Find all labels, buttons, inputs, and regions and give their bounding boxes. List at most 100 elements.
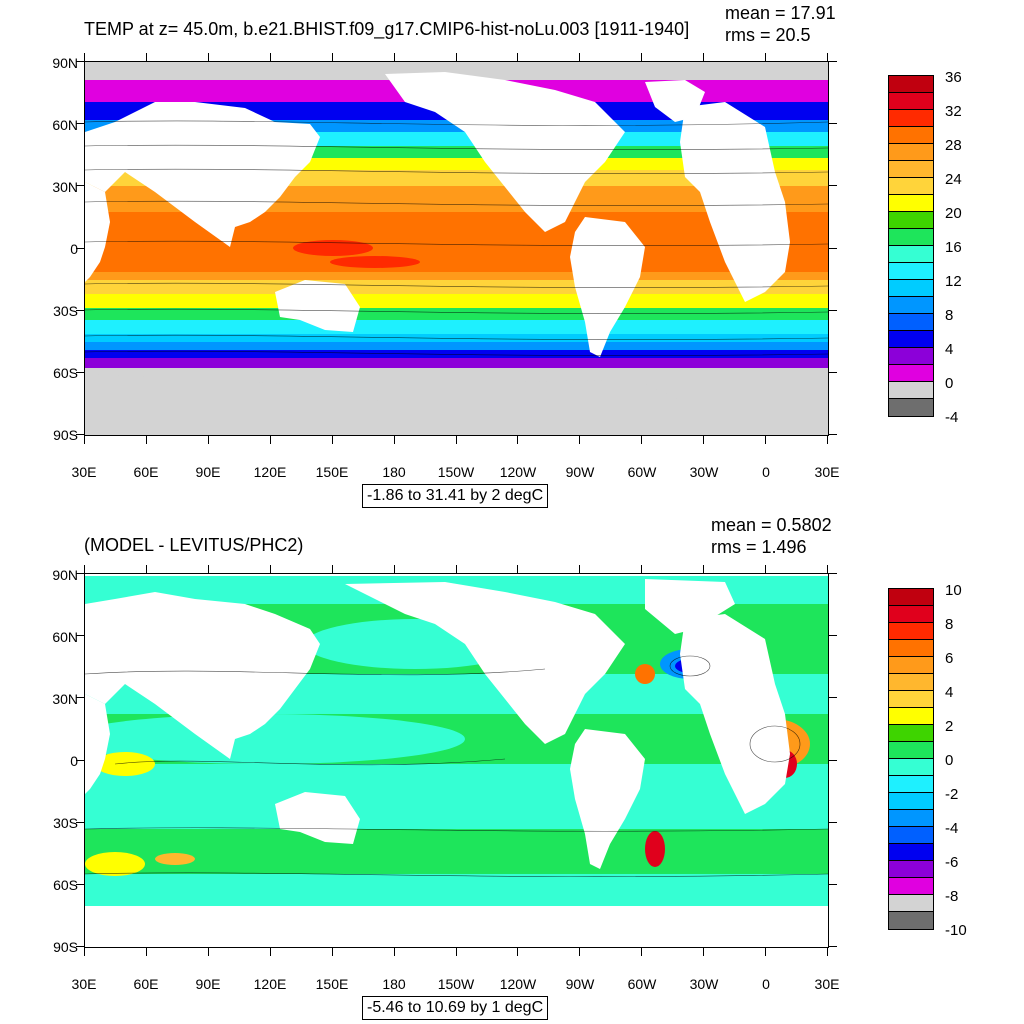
lon-tick [517, 53, 518, 61]
lon-tick [703, 948, 704, 956]
lon-tick [84, 53, 85, 61]
colorbar-swatch [889, 178, 933, 195]
lon-tick [84, 948, 85, 956]
colorbar-swatch [889, 589, 933, 606]
lon-tick [84, 436, 85, 444]
top-lon-label: 150E [315, 464, 349, 480]
lon-tick [827, 565, 828, 573]
bottom-lat-label: 30S [53, 815, 78, 831]
colorbar-swatch [889, 127, 933, 144]
bottom-legend-label: -6 [945, 854, 959, 871]
colorbar-swatch [889, 76, 933, 93]
lon-tick [765, 565, 766, 573]
lat-tick [829, 760, 837, 761]
colorbar-swatch [889, 229, 933, 246]
lon-tick [579, 53, 580, 61]
bottom-map [84, 573, 829, 948]
lon-tick [270, 53, 271, 61]
colorbar-swatch [889, 331, 933, 348]
top-lon-label: 120W [499, 464, 537, 480]
colorbar-swatch [889, 844, 933, 861]
top-lon-label: 150W [437, 464, 475, 480]
lon-tick [456, 436, 457, 444]
top-legend-label: 36 [945, 69, 962, 86]
colorbar-swatch [889, 793, 933, 810]
top-legend-label: 20 [945, 205, 962, 222]
lon-tick [456, 948, 457, 956]
colorbar-swatch [889, 912, 933, 929]
lon-tick [332, 948, 333, 956]
lat-tick [76, 434, 84, 435]
colorbar-swatch [889, 640, 933, 657]
colorbar-swatch [889, 314, 933, 331]
top-legend-label: 12 [945, 273, 962, 290]
top-legend-label: 32 [945, 103, 962, 120]
lat-tick [76, 635, 84, 636]
lon-tick [270, 436, 271, 444]
bottom-legend-label: -4 [945, 820, 959, 837]
lon-tick [703, 565, 704, 573]
bottom-lon-label: 150E [315, 976, 349, 992]
bottom-lon-label: 180 [382, 976, 406, 992]
lon-tick [703, 436, 704, 444]
bottom-legend-label: -2 [945, 786, 959, 803]
lat-tick [76, 697, 84, 698]
lon-tick [146, 436, 147, 444]
colorbar-swatch [889, 895, 933, 912]
top-lon-label: 90W [565, 464, 595, 480]
colorbar-swatch [889, 861, 933, 878]
lat-tick [829, 123, 837, 124]
bottom-lat-label: 30N [52, 691, 78, 707]
top-legend-label: 4 [945, 341, 954, 358]
lon-tick [270, 948, 271, 956]
colorbar-swatch [889, 110, 933, 127]
lon-tick [208, 565, 209, 573]
top-colorbar [888, 75, 934, 417]
top-lon-label: 0 [762, 464, 770, 480]
bottom-lon-label: 30E [71, 976, 97, 992]
colorbar-swatch [889, 280, 933, 297]
top-legend-label: 24 [945, 171, 962, 188]
colorbar-swatch [889, 93, 933, 110]
colorbar-swatch [889, 606, 933, 623]
lon-tick [332, 436, 333, 444]
top-lon-label: 60E [133, 464, 159, 480]
bottom-lat-label: 90S [53, 939, 78, 955]
lon-tick [456, 565, 457, 573]
colorbar-swatch [889, 144, 933, 161]
bottom-lon-label: 0 [762, 976, 770, 992]
lat-tick [76, 822, 84, 823]
lat-tick [76, 61, 84, 62]
top-lon-label: 120E [253, 464, 287, 480]
colorbar-swatch [889, 742, 933, 759]
colorbar-swatch [889, 195, 933, 212]
lon-tick [146, 53, 147, 61]
lon-tick [208, 436, 209, 444]
colorbar-swatch [889, 297, 933, 314]
top-legend-label: 8 [945, 307, 954, 324]
colorbar-swatch [889, 212, 933, 229]
bottom-lon-label: 30E [814, 976, 840, 992]
bottom-mean: mean = 0.5802 [711, 515, 832, 535]
top-legend-label: -4 [945, 409, 959, 426]
top-lat-label: 90N [52, 55, 78, 71]
bottom-lon-label: 90E [195, 976, 221, 992]
top-lat-label: 90S [53, 427, 78, 443]
top-lat-label: 60S [53, 365, 78, 381]
lon-tick [827, 53, 828, 61]
lat-tick [829, 697, 837, 698]
lon-tick [208, 948, 209, 956]
bottom-title: (MODEL - LEVITUS/PHC2) [84, 535, 304, 555]
bottom-legend-label: 2 [945, 718, 954, 735]
top-title: TEMP at z= 45.0m, b.e21.BHIST.f09_g17.CM… [84, 19, 690, 39]
lon-tick [394, 53, 395, 61]
top-lon-label: 180 [382, 464, 406, 480]
top-legend-label: 16 [945, 239, 962, 256]
lat-tick [829, 822, 837, 823]
lon-tick [146, 565, 147, 573]
lat-tick [829, 884, 837, 885]
bottom-lon-label: 90W [565, 976, 595, 992]
lat-tick [76, 946, 84, 947]
bottom-legend-label: 8 [945, 616, 954, 633]
top-lat-label: 30S [53, 303, 78, 319]
